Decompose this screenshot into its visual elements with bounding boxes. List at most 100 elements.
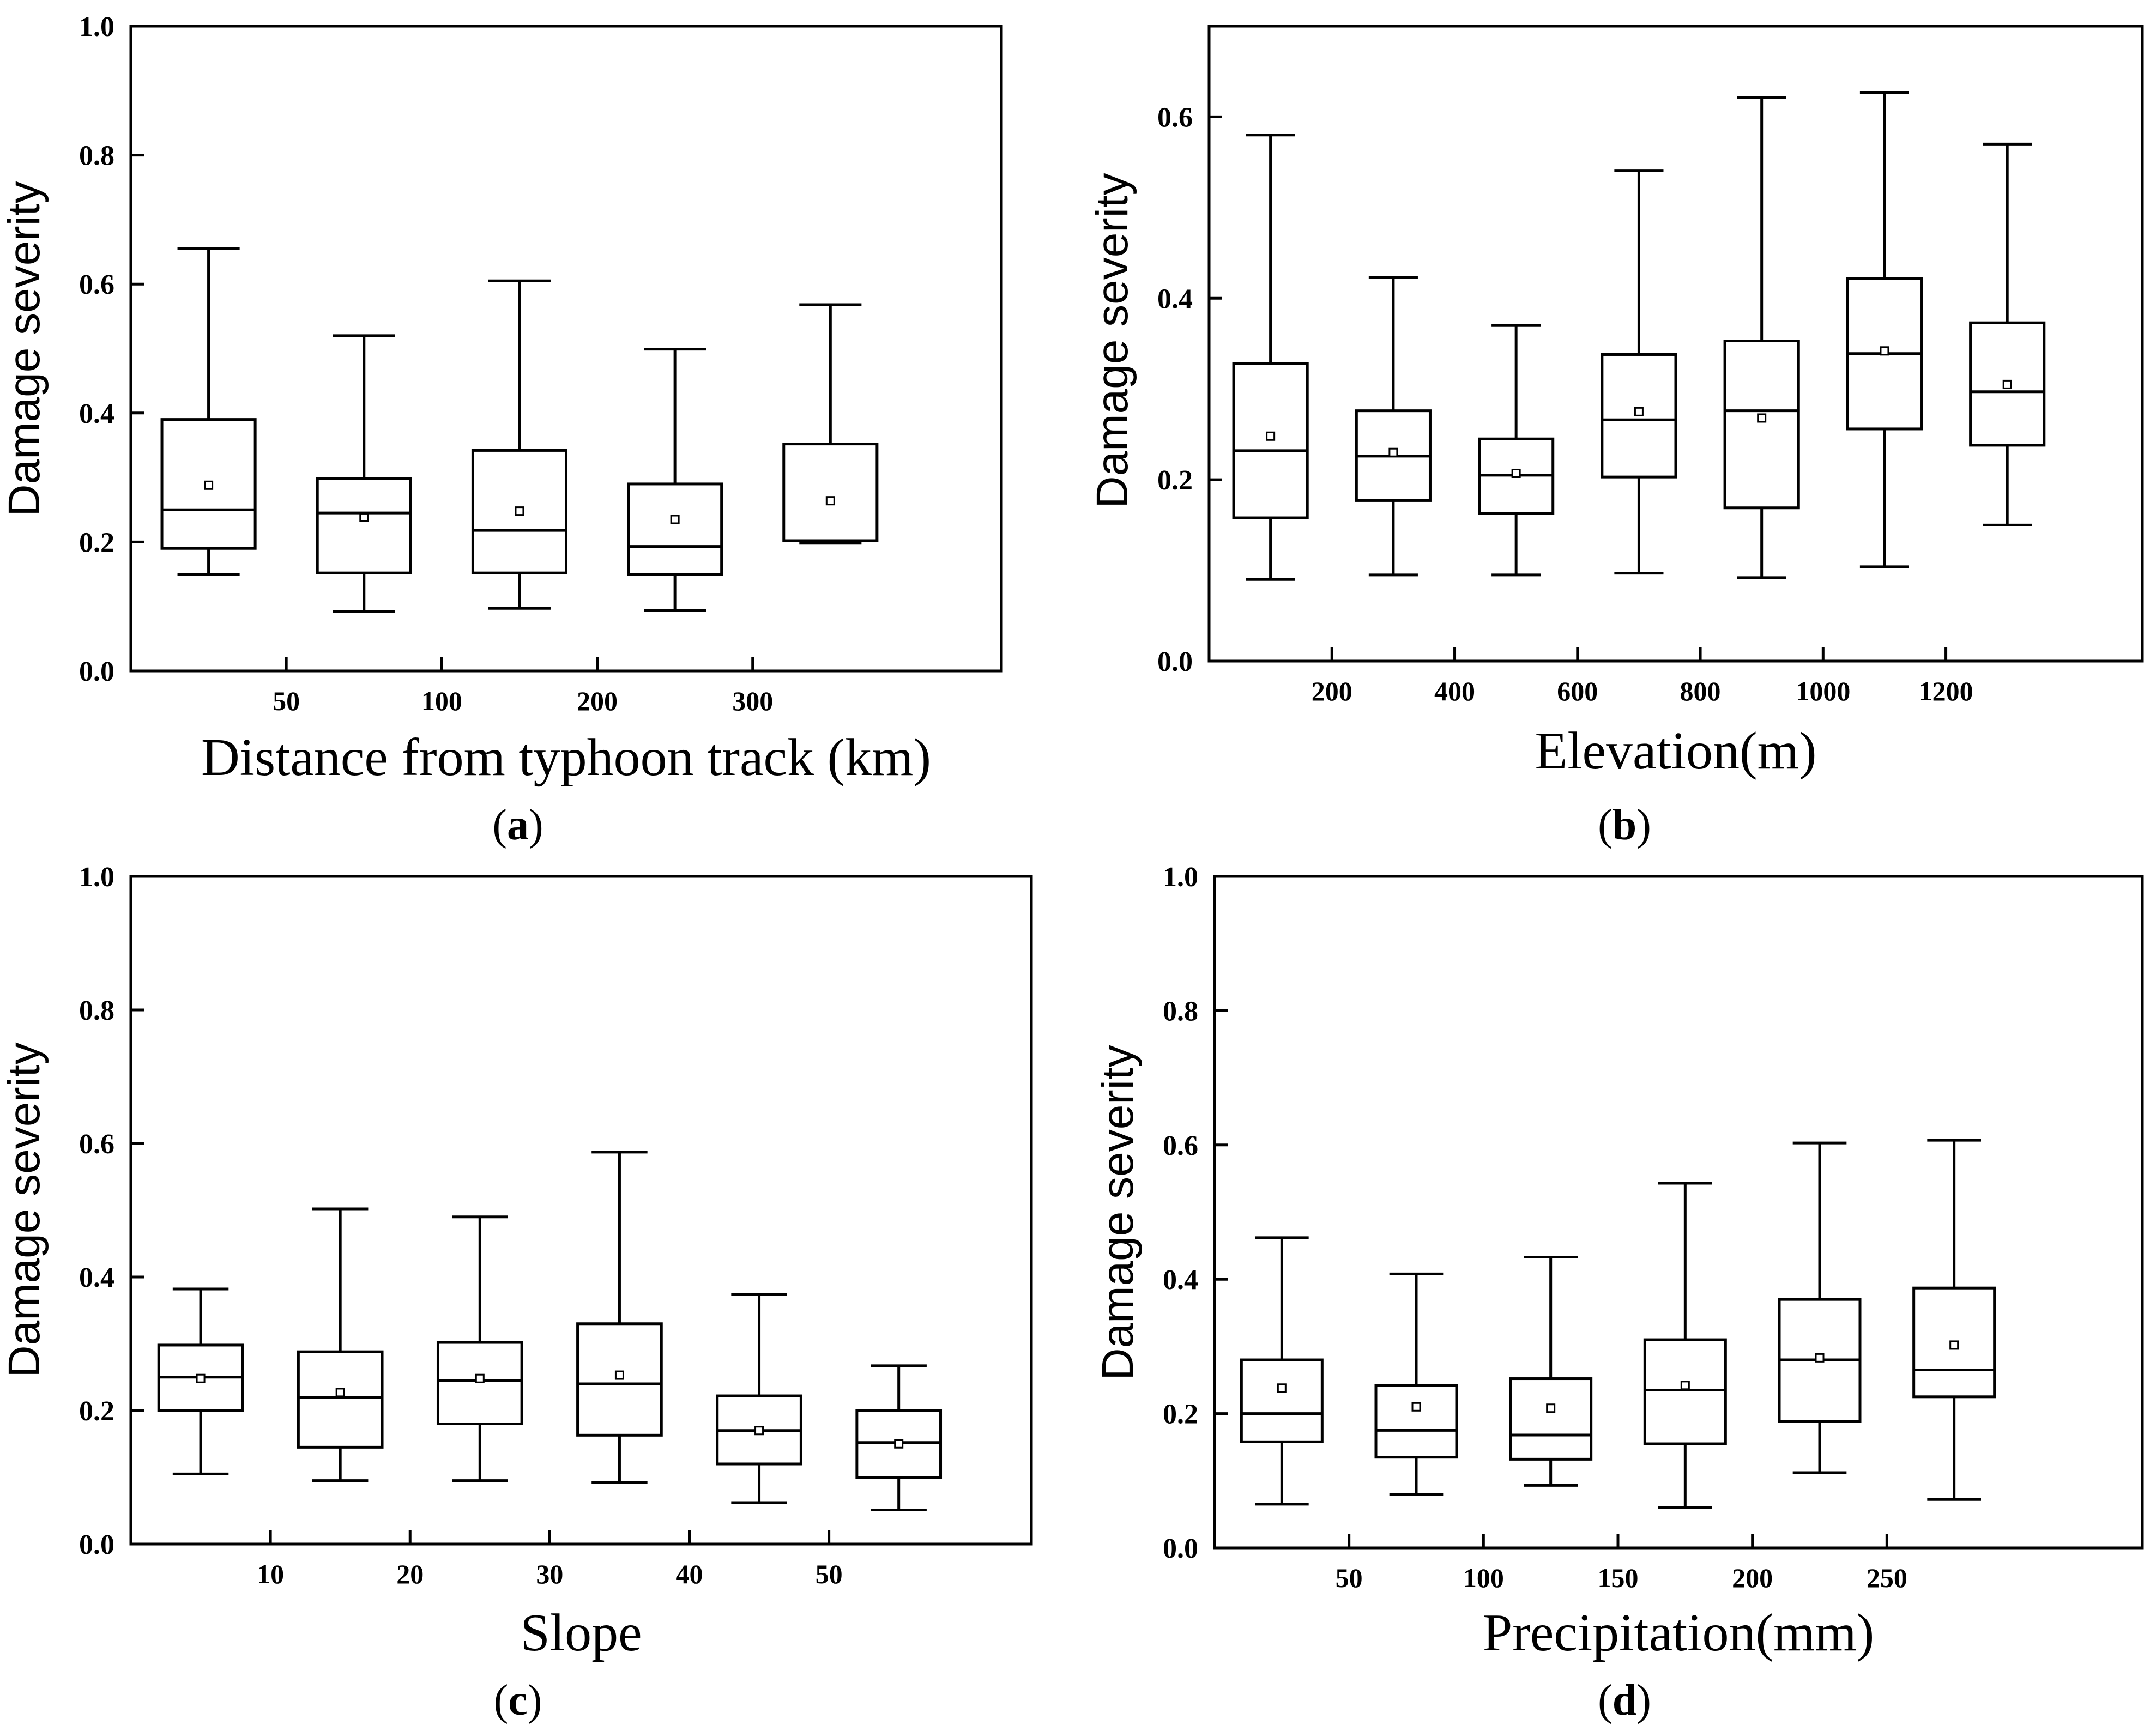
y-tick-label: 0.8 — [1163, 996, 1198, 1027]
box-2 — [297, 1207, 384, 1482]
y-tick-label: 0.0 — [1163, 1533, 1198, 1564]
box-iqr — [1723, 340, 1800, 510]
mean-marker — [1680, 1381, 1690, 1390]
panel-d: 0.0 0.2 0.4 0.6 0.8 1.0 50 100 150 200 250 Precipit… — [1093, 862, 2144, 1724]
panel-label: (b) — [1598, 801, 1651, 849]
x-tick-label: 200 — [1732, 1563, 1773, 1593]
x-tick-label: 250 — [1867, 1563, 1907, 1593]
box-iqr — [436, 1341, 523, 1426]
mean-marker — [335, 1388, 345, 1397]
y-tick-label: 0.0 — [79, 656, 114, 687]
x-tick-label: 100 — [421, 686, 462, 716]
box-iqr — [627, 482, 723, 576]
x-tick-label: 400 — [1434, 676, 1475, 706]
x-tick-label: 50 — [816, 1559, 843, 1589]
y-axis-label: Damage severity — [1088, 173, 1137, 508]
mean-marker — [1815, 1353, 1825, 1363]
y-axis-label: Damage severity — [0, 1042, 49, 1377]
x-tick-label: 300 — [732, 686, 773, 716]
panel-label: (c) — [494, 1676, 542, 1724]
box-3 — [471, 279, 568, 610]
y-tick-label: 0.8 — [79, 141, 114, 172]
box-iqr — [1601, 353, 1677, 479]
box-iqr — [1912, 1286, 1996, 1399]
box-6 — [855, 1364, 943, 1512]
box-2 — [1355, 276, 1432, 577]
box-iqr — [782, 443, 879, 542]
box-1 — [157, 1287, 244, 1475]
box-6 — [1912, 1139, 1996, 1501]
mean-marker — [1880, 346, 1889, 356]
mean-marker — [1634, 407, 1644, 416]
mean-marker — [1277, 1383, 1287, 1393]
box-iqr — [1643, 1338, 1727, 1445]
mean-marker — [1266, 431, 1276, 441]
panel-b: 0.0 0.2 0.4 0.6 200 400 600 800 1000 1200 Elevatio… — [1088, 25, 2144, 849]
box-3 — [436, 1215, 523, 1482]
box-4 — [627, 348, 723, 612]
mean-marker — [1757, 413, 1767, 423]
mean-marker — [475, 1373, 485, 1383]
mean-marker — [1546, 1403, 1556, 1413]
x-axis-label: Elevation(m) — [1535, 722, 1816, 780]
mean-marker — [515, 506, 524, 516]
box-5 — [782, 303, 879, 545]
x-tick-label: 100 — [1463, 1563, 1504, 1593]
axis-frame — [1213, 875, 2144, 1550]
y-tick-label: 0.0 — [79, 1529, 114, 1560]
x-tick-label: 600 — [1557, 676, 1598, 706]
box-2 — [1374, 1272, 1458, 1496]
y-tick-label: 0.4 — [79, 398, 114, 429]
box-iqr — [471, 449, 568, 574]
box-3 — [1509, 1256, 1593, 1487]
mean-marker — [359, 512, 369, 522]
box-4 — [1643, 1182, 1727, 1509]
mean-marker — [825, 496, 835, 506]
y-tick-label: 0.2 — [1157, 465, 1193, 496]
x-tick-label: 200 — [1312, 676, 1352, 706]
x-tick-label: 50 — [273, 686, 300, 716]
box-5 — [1723, 96, 1800, 579]
axis-frame — [129, 25, 1003, 673]
box-iqr — [1509, 1377, 1593, 1461]
x-axis-label: Precipitation(mm) — [1483, 1603, 1875, 1662]
box-4 — [1601, 169, 1677, 575]
box-5 — [716, 1293, 802, 1504]
box-5 — [1778, 1141, 1862, 1474]
panel-a: 0.0 0.2 0.4 0.6 0.8 1.0 50 100 200 300 Distance fr… — [0, 11, 1003, 849]
box-7 — [1969, 142, 2046, 526]
axis-frame — [1207, 25, 2144, 663]
box-iqr — [297, 1350, 384, 1449]
box-iqr — [160, 418, 257, 550]
x-tick-label: 1200 — [1919, 676, 1973, 706]
x-tick-label: 800 — [1680, 676, 1721, 706]
mean-marker — [1388, 447, 1398, 457]
box-iqr — [1232, 362, 1309, 519]
mean-marker — [204, 480, 214, 490]
x-tick-label: 20 — [396, 1559, 424, 1589]
box-4 — [576, 1151, 663, 1484]
y-tick-label: 0.4 — [1157, 283, 1193, 314]
y-tick-label: 0.4 — [1163, 1264, 1198, 1296]
x-tick-label: 200 — [577, 686, 618, 716]
y-tick-label: 0.2 — [1163, 1399, 1198, 1430]
y-tick-label: 0.6 — [1163, 1130, 1198, 1161]
box-1 — [1240, 1236, 1324, 1506]
x-tick-label: 1000 — [1796, 676, 1850, 706]
box-1 — [160, 247, 257, 576]
mean-marker — [894, 1439, 904, 1449]
x-tick-label: 30 — [536, 1559, 563, 1589]
box-6 — [1846, 90, 1923, 568]
x-axis-label: Distance from typhoon track (km) — [201, 728, 931, 787]
y-tick-label: 1.0 — [79, 11, 114, 43]
y-tick-label: 1.0 — [79, 862, 114, 893]
mean-marker — [196, 1373, 206, 1383]
mean-marker — [754, 1426, 764, 1436]
box-1 — [1232, 134, 1309, 581]
panel-label: (d) — [1598, 1676, 1651, 1724]
box-iqr — [1240, 1358, 1324, 1443]
box-iqr — [576, 1322, 663, 1437]
box-2 — [316, 334, 412, 613]
y-axis-label: Damage severity — [0, 181, 49, 516]
